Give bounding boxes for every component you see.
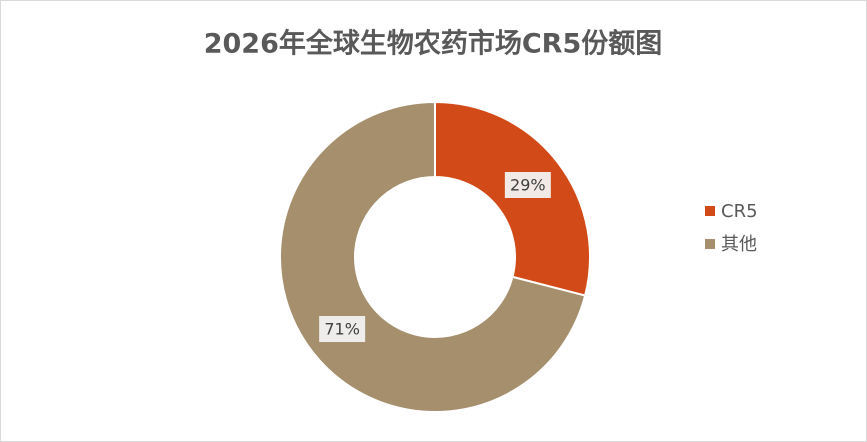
- data-label: 71%: [324, 320, 360, 339]
- donut-slice: [434, 100, 591, 297]
- data-label: 29%: [510, 175, 546, 194]
- data-label-box: [504, 171, 551, 198]
- chart-title: 2026年全球生物农药市场CR5份额图: [204, 28, 663, 60]
- legend-label: CR5: [721, 201, 758, 222]
- legend-swatch: [705, 239, 715, 249]
- data-label-box: [319, 316, 366, 343]
- legend-swatch: [705, 206, 715, 216]
- legend-label: 其他: [721, 234, 757, 255]
